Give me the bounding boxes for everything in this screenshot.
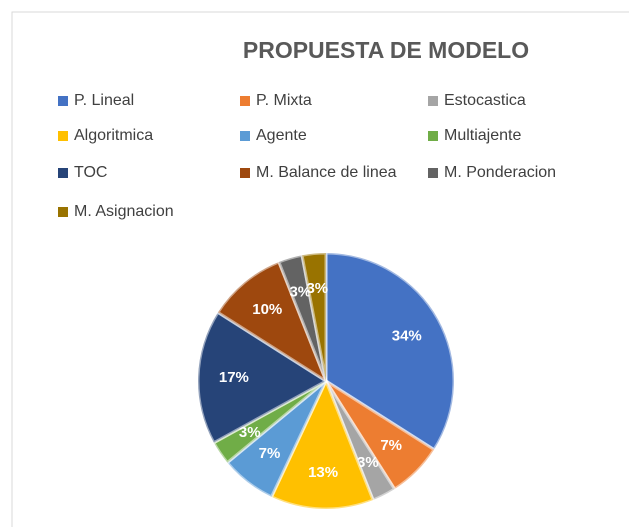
chart-title: PROPUESTA DE MODELO	[243, 37, 529, 63]
data-label: 3%	[306, 280, 328, 297]
legend-swatch	[58, 96, 68, 106]
legend-swatch	[58, 168, 68, 178]
data-label: 3%	[289, 283, 311, 300]
pie-slice	[300, 251, 328, 382]
legend-label: Algoritmica	[74, 127, 153, 144]
legend-swatch	[58, 131, 68, 141]
legend-swatch	[428, 96, 438, 106]
legend-swatch	[428, 131, 438, 141]
legend-swatch	[240, 96, 250, 106]
data-label: 7%	[380, 437, 402, 454]
legend-label: P. Lineal	[74, 92, 134, 109]
legend-swatch	[240, 131, 250, 141]
legend-swatch	[428, 168, 438, 178]
legend-swatch	[58, 207, 68, 217]
pie-slice	[269, 377, 376, 511]
legend-label: Estocastica	[444, 92, 526, 109]
data-label: 3%	[239, 424, 261, 441]
legend-label: P. Mixta	[256, 92, 312, 109]
data-label: 17%	[219, 369, 249, 386]
legend-label: Multiajente	[444, 127, 521, 144]
legend-label: M. Balance de linea	[256, 164, 397, 181]
data-label: 13%	[308, 464, 338, 481]
legend-label: TOC	[74, 164, 107, 181]
legend-label: M. Ponderacion	[444, 164, 556, 181]
legend-label: M. Asignacion	[74, 203, 174, 220]
data-label: 34%	[392, 328, 422, 345]
data-label: 10%	[252, 301, 282, 318]
data-label: 3%	[357, 454, 379, 471]
legend-swatch	[240, 168, 250, 178]
pie-slice	[215, 260, 330, 385]
data-label: 7%	[259, 445, 281, 462]
legend-label: Agente	[256, 127, 307, 144]
pie-slice	[196, 310, 329, 445]
